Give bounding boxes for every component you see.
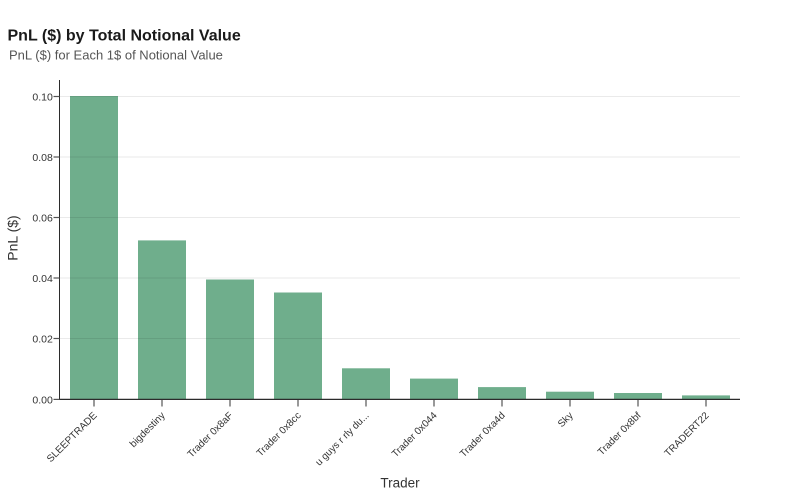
- svg-text:Trader 0x8cc: Trader 0x8cc: [255, 410, 304, 459]
- svg-text:PnL ($): PnL ($): [5, 215, 21, 260]
- svg-text:Sky: Sky: [556, 410, 576, 430]
- svg-text:Trader 0xa4d: Trader 0xa4d: [458, 410, 508, 460]
- svg-text:0.08: 0.08: [32, 152, 53, 164]
- svg-text:0.02: 0.02: [32, 334, 53, 346]
- svg-text:Trader 0x8aF: Trader 0x8aF: [186, 410, 236, 460]
- svg-text:Trader 0x8bf: Trader 0x8bf: [596, 410, 644, 458]
- svg-text:0.00: 0.00: [32, 394, 53, 406]
- svg-text:SLEEPTRADE: SLEEPTRADE: [45, 410, 100, 465]
- svg-text:bigdestiny: bigdestiny: [128, 410, 168, 450]
- svg-text:0.10: 0.10: [32, 92, 53, 104]
- svg-text:u guys r rly du...: u guys r rly du...: [314, 410, 372, 468]
- svg-text:PnL ($) for Each 1$ of Notiona: PnL ($) for Each 1$ of Notional Value: [9, 48, 223, 63]
- svg-text:PnL ($) by Total Notional Valu: PnL ($) by Total Notional Value: [8, 28, 241, 45]
- svg-text:TRADERT22: TRADERT22: [663, 410, 712, 459]
- svg-text:Trader 0x044: Trader 0x044: [390, 410, 440, 460]
- svg-text:0.04: 0.04: [32, 273, 53, 285]
- svg-text:0.06: 0.06: [32, 213, 53, 225]
- svg-text:Trader: Trader: [380, 476, 420, 491]
